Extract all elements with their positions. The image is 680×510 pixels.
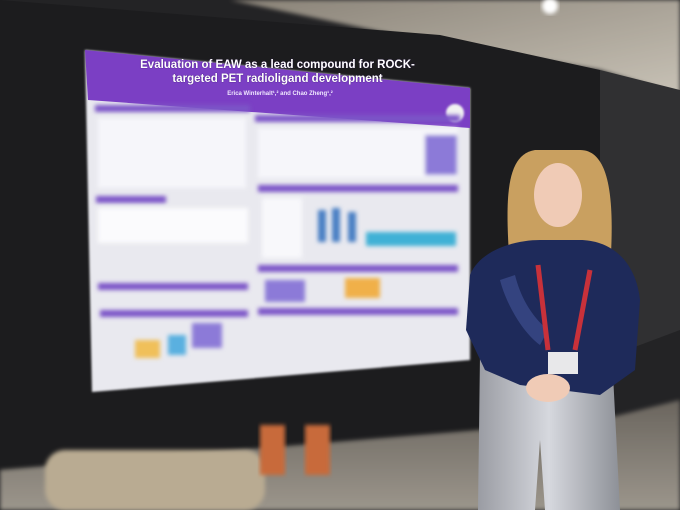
- pants: [478, 355, 620, 510]
- blurred-legs: [260, 425, 285, 475]
- poster-header: [85, 50, 470, 128]
- poster-authors: Erica Winterhalt¹,² and Chao Zheng¹,²: [227, 91, 333, 97]
- blouse-highlight: [500, 275, 548, 345]
- badge: [548, 352, 578, 374]
- ceiling-light: [542, 0, 558, 14]
- blurred-legs: [305, 425, 330, 475]
- poster-title: Evaluation of EAW as a lead compound for…: [140, 59, 415, 85]
- ceiling: [230, 0, 680, 95]
- blurred-visitor: [45, 450, 265, 510]
- person: [466, 150, 640, 510]
- poster-content: [95, 105, 460, 358]
- hands: [526, 374, 570, 402]
- face: [534, 163, 582, 227]
- lanyard: [535, 264, 593, 351]
